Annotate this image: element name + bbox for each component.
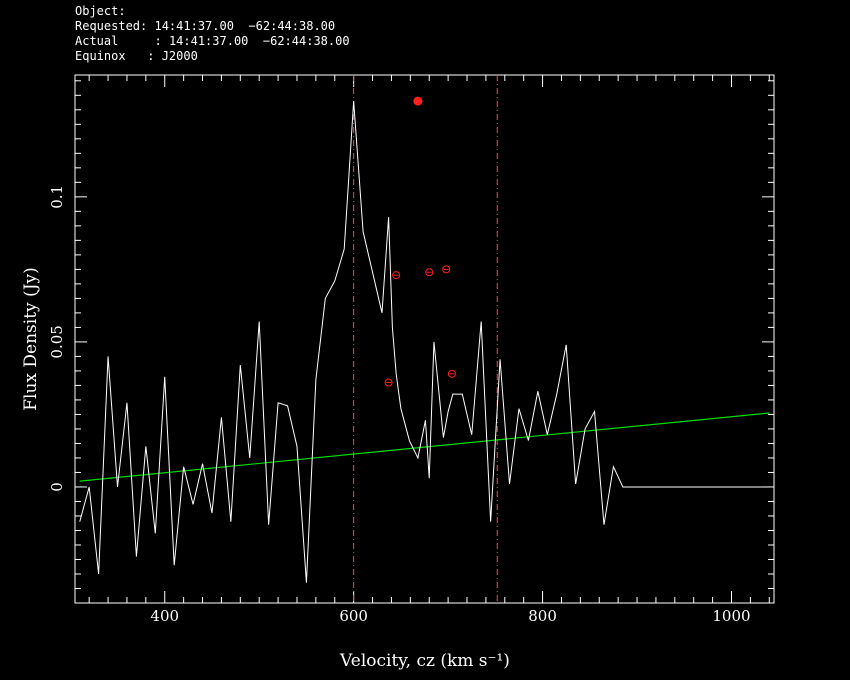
measurement-marker — [425, 268, 434, 277]
requested-label: Requested — [75, 19, 141, 33]
requested-ra: 14:41:37.00 — [154, 19, 234, 33]
velocity-window-lines — [353, 75, 498, 603]
measurement-marker — [384, 378, 393, 387]
header-block: Object: Requested: 14:41:37.00 −62:44:38… — [75, 4, 350, 63]
peak-marker — [413, 96, 423, 106]
spectrum-line — [79, 101, 770, 583]
x-tick-label: 400 — [150, 607, 179, 625]
measurement-marker — [392, 271, 401, 280]
y-axis-label: Flux Density (Jy) — [21, 267, 41, 411]
baseline-fit-line — [79, 412, 770, 482]
measurement-marker — [447, 369, 456, 378]
x-tick-label: 600 — [339, 607, 368, 625]
y-tick-label: 0.05 — [48, 325, 66, 358]
actual-ra: 14:41:37.00 — [168, 34, 249, 48]
equinox-label: Equinox — [75, 49, 126, 63]
object-label: Object: — [75, 4, 126, 18]
y-tick-labels: 0 0.05 0.1 — [48, 185, 66, 492]
measurement-markers — [384, 96, 456, 387]
x-tick-label: 800 — [528, 607, 557, 625]
y-tick-label: 0.1 — [48, 185, 66, 209]
measurement-marker — [442, 265, 451, 274]
x-axis-label: Velocity, cz (km s⁻¹) — [339, 651, 510, 671]
equinox-value: J2000 — [161, 49, 198, 63]
x-tick-label: 1000 — [712, 607, 750, 625]
axis-ticks — [75, 75, 774, 604]
requested-dec: −62:44:38.00 — [248, 19, 336, 33]
actual-label: Actual — [75, 34, 119, 48]
y-tick-label: 0 — [48, 482, 66, 492]
plot-frame — [74, 74, 775, 604]
actual-dec: −62:44:38.00 — [262, 34, 350, 48]
x-tick-labels: 400 600 800 1000 — [150, 607, 750, 625]
